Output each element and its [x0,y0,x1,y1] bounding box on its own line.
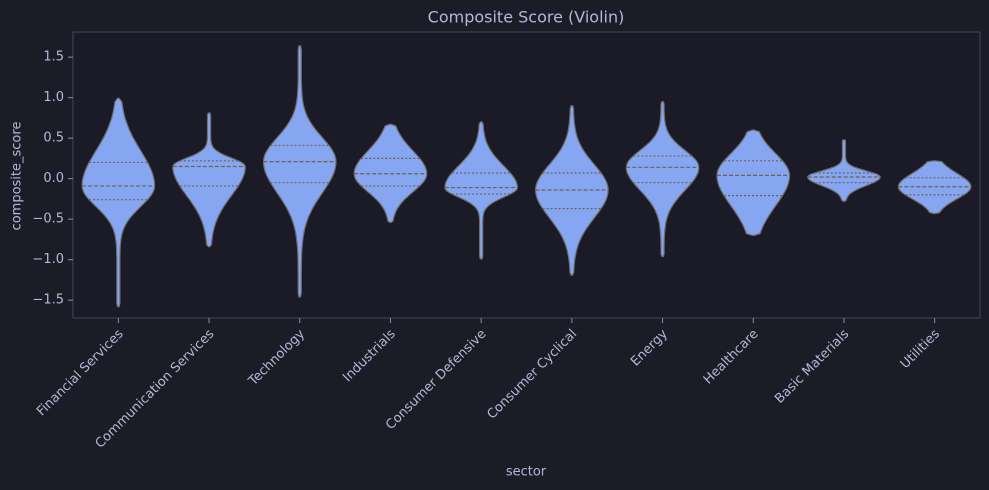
violin-body [716,129,791,236]
y-tick-label: 1.0 [43,90,64,105]
violin-body [262,45,337,298]
y-tick-label: −0.5 [32,212,64,227]
chart-title: Composite Score (Violin) [428,8,625,27]
x-axis-label: sector [506,465,547,480]
y-tick-label: 1.5 [43,50,64,65]
violin-body [81,97,156,308]
violin-body [807,139,881,202]
y-tick-label: 0.0 [43,171,64,186]
y-tick-label: −1.5 [32,293,64,308]
y-tick-label: −1.0 [32,252,64,267]
violin-body [172,112,246,248]
y-axis-label: composite_score [10,122,25,231]
y-tick-label: 0.5 [43,131,64,146]
violin-body [444,121,519,260]
violin-body [625,101,700,257]
